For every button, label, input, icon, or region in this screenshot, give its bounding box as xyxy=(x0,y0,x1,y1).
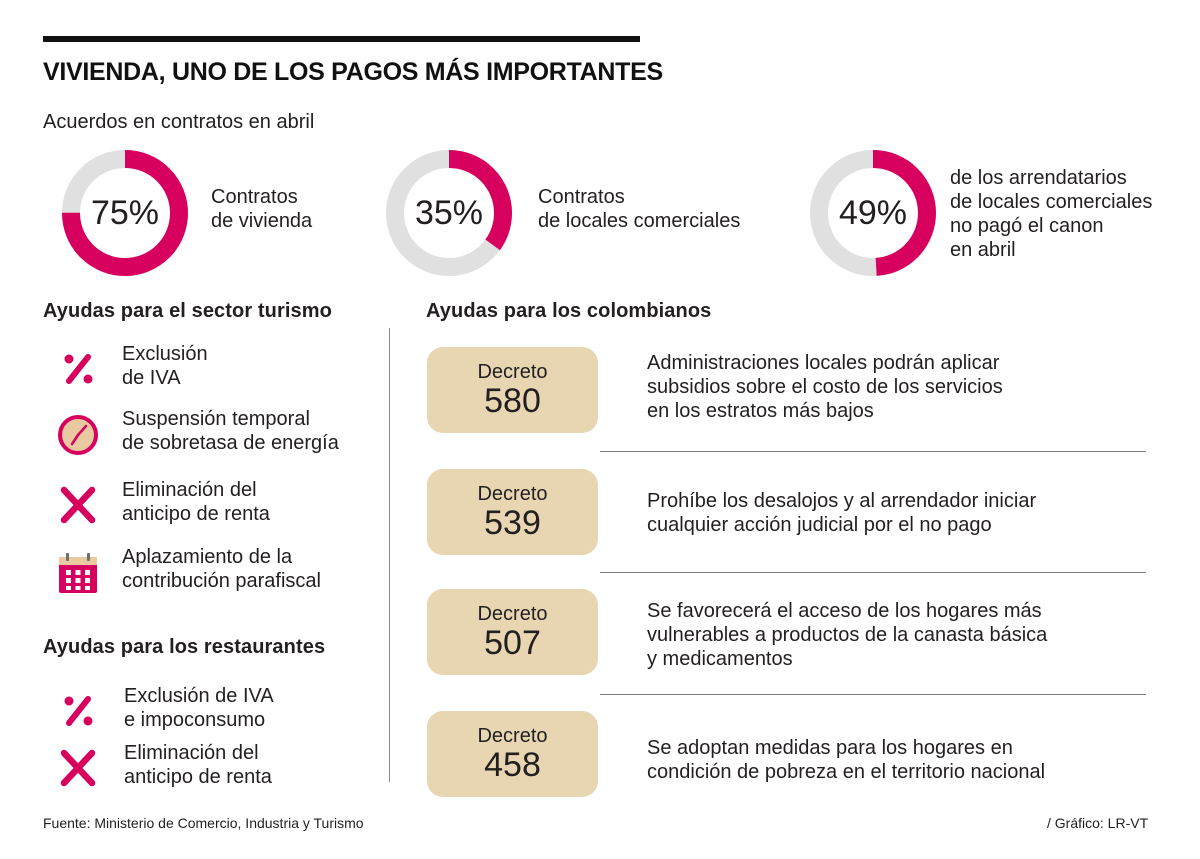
decree-badge: Decreto 580 xyxy=(427,347,598,433)
donut-arc xyxy=(810,150,936,276)
page-title: VIVIENDA, UNO DE LOS PAGOS MÁS IMPORTANT… xyxy=(43,58,663,86)
stat-label-arrendatarios: de los arrendatarios de locales comercia… xyxy=(950,167,1153,261)
decree-badge: Decreto 507 xyxy=(427,589,598,675)
donut-percent: 75% xyxy=(90,194,160,232)
stat-label-locales: Contratos de locales comerciales xyxy=(538,186,741,232)
clock-icon xyxy=(55,411,101,457)
vertical-divider xyxy=(389,328,390,782)
donut-percent: 35% xyxy=(414,194,484,232)
tourism-item-parafiscal: Aplazamiento de la contribución parafisc… xyxy=(55,545,375,597)
decree-badge: Decreto 539 xyxy=(427,469,598,555)
tourism-item-energia: Suspensión temporal de sobretasa de ener… xyxy=(55,407,375,459)
decree-row-580: Decreto 580 Administraciones locales pod… xyxy=(427,347,1147,433)
decree-description: Prohíbe los desalojos y al arrendador in… xyxy=(647,490,1037,536)
decree-row-458: Decreto 458 Se adoptan medidas para los … xyxy=(427,711,1147,797)
restaurant-item-renta: Eliminación del anticipo de renta xyxy=(55,741,375,793)
donut-ring xyxy=(386,150,512,276)
section-title-turismo: Ayudas para el sector turismo xyxy=(43,300,332,322)
decree-row-539: Decreto 539 Prohíbe los desalojos y al a… xyxy=(427,469,1147,555)
tourism-item-iva: Exclusión de IVA xyxy=(55,342,375,394)
donut-chart-locales: 35% xyxy=(384,148,514,278)
subtitle: Acuerdos en contratos en abril xyxy=(43,111,315,133)
decree-badge: Decreto 458 xyxy=(427,711,598,797)
x-icon xyxy=(55,745,101,791)
top-rule xyxy=(43,36,640,42)
row-divider xyxy=(600,451,1146,452)
donut-ring xyxy=(810,150,936,276)
tourism-item-renta: Eliminación del anticipo de renta xyxy=(55,478,375,530)
source-note: Fuente: Ministerio de Comercio, Industri… xyxy=(43,815,364,831)
donut-percent: 49% xyxy=(838,194,908,232)
donut-arc xyxy=(62,150,188,276)
calendar-icon xyxy=(55,551,101,597)
decree-description: Se favorecerá el acceso de los hogares m… xyxy=(647,600,1048,670)
donut-ring xyxy=(62,150,188,276)
section-title-colombianos: Ayudas para los colombianos xyxy=(426,300,712,322)
graphic-credit: / Gráfico: LR-VT xyxy=(1047,815,1149,831)
row-divider xyxy=(600,694,1146,695)
restaurant-item-iva: Exclusión de IVA e impoconsumo xyxy=(55,684,375,736)
stat-label-vivienda: Contratos de vivienda xyxy=(211,186,313,232)
section-title-restaurantes: Ayudas para los restaurantes xyxy=(43,636,326,658)
percent-icon xyxy=(55,346,101,392)
decree-description: Administraciones locales podrán aplicar … xyxy=(647,352,1003,422)
x-icon xyxy=(55,482,101,528)
donut-arc xyxy=(386,150,512,276)
percent-icon xyxy=(55,688,101,734)
decree-row-507: Decreto 507 Se favorecerá el acceso de l… xyxy=(427,589,1147,675)
row-divider xyxy=(600,572,1146,573)
donut-chart-arrendatarios: 49% xyxy=(808,148,938,278)
donut-chart-vivienda: 75% xyxy=(60,148,190,278)
decree-description: Se adoptan medidas para los hogares en c… xyxy=(647,737,1046,783)
